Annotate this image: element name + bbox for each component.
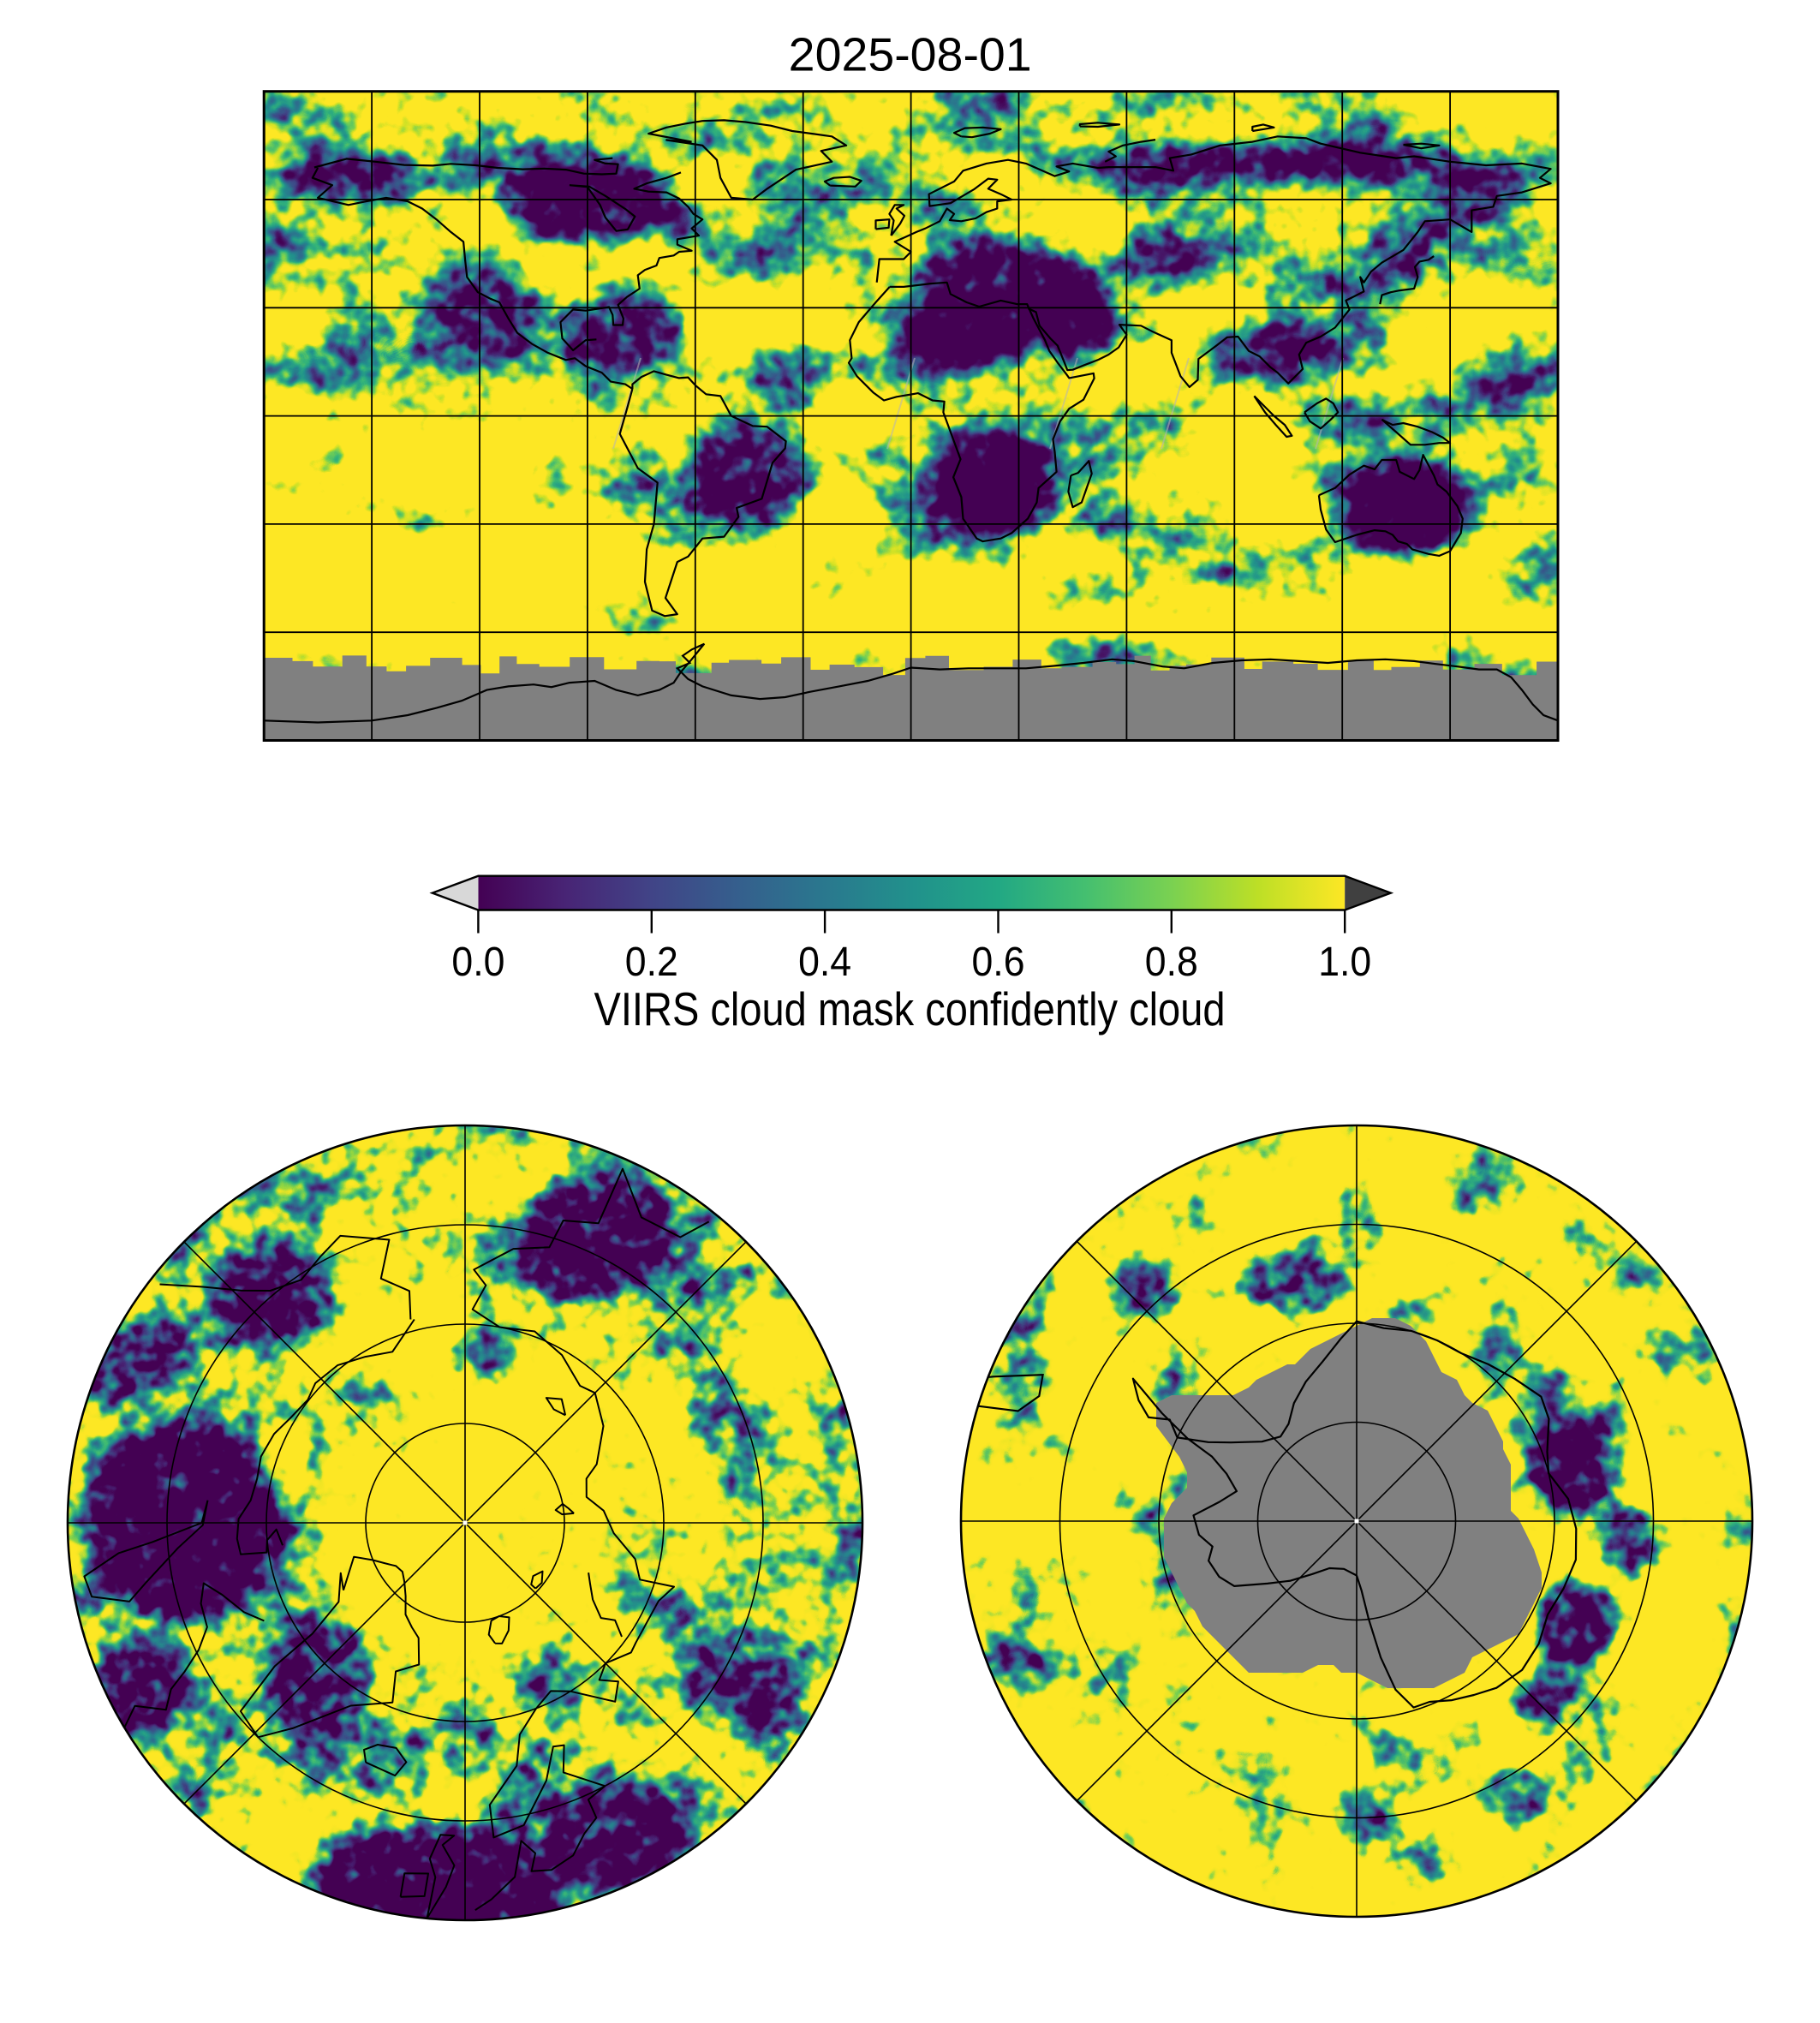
svg-text:0.2: 0.2 [625,940,678,985]
svg-text:VIIRS cloud mask confidently c: VIIRS cloud mask confidently cloud [594,982,1226,1035]
svg-text:1.0: 1.0 [1318,940,1371,985]
svg-text:0.6: 0.6 [972,940,1025,985]
svg-text:0.4: 0.4 [798,940,851,985]
svg-text:0.8: 0.8 [1145,940,1198,985]
svg-text:0.0: 0.0 [451,940,504,985]
svg-text:2025-08-01: 2025-08-01 [789,28,1032,81]
